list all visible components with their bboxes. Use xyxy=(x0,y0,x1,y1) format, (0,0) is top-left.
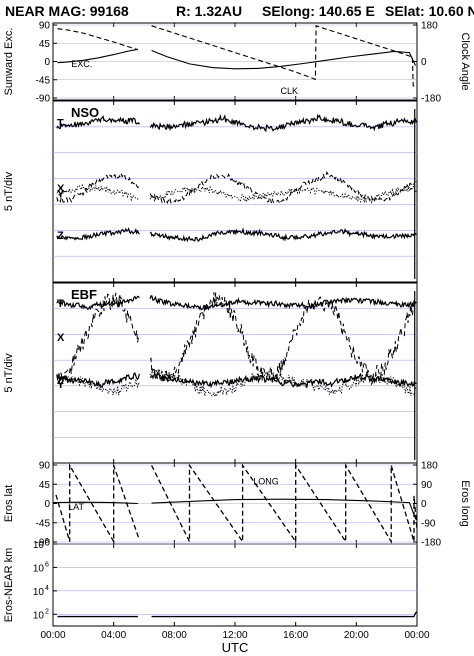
y-axis-label-right: Clock Angle xyxy=(459,32,471,90)
series-lat xyxy=(151,498,418,521)
y-tick-exponent: 2 xyxy=(45,608,49,615)
series-exc xyxy=(151,49,416,70)
y-tick-label: 10 xyxy=(33,563,45,574)
x-tick-label: 08:00 xyxy=(162,630,187,641)
trace-X xyxy=(149,292,417,386)
y-axis-label: Sunward Exc. xyxy=(3,28,15,96)
selat-label: SElat: 10.60 N xyxy=(385,3,474,19)
y-tick-label: 45 xyxy=(39,39,51,50)
y-tick-label: 10 xyxy=(33,587,45,598)
series-exc xyxy=(57,48,139,64)
trace-Y xyxy=(149,185,417,204)
series-long xyxy=(55,462,141,545)
trace-label-X: X xyxy=(57,183,65,195)
trace-T xyxy=(56,295,140,311)
y-tick-label: 45 xyxy=(39,480,51,491)
trace-label-Y: Y xyxy=(57,188,65,200)
y-tick-label: 90 xyxy=(39,21,51,32)
trace-label-X: X xyxy=(57,332,65,344)
y-tick-label: 10 xyxy=(33,540,45,551)
x-tick-label: 20:00 xyxy=(344,630,369,641)
y-tick-label: -90 xyxy=(36,538,51,549)
y-tick-label: 0 xyxy=(44,57,50,68)
series-annotation: CLK xyxy=(281,86,299,96)
series-annotation: EXC. xyxy=(71,59,92,69)
y-tick-label: 90 xyxy=(39,461,51,472)
y-tick-exponent: 8 xyxy=(45,538,49,545)
panel-title: EBF xyxy=(71,287,97,302)
y-tick-label-right: 180 xyxy=(421,461,438,472)
y-axis-label: Eros-NEAR km xyxy=(3,548,15,623)
y-tick-label-right: 0 xyxy=(421,57,427,68)
trace-Z xyxy=(56,227,140,241)
y-tick-label-right: -180 xyxy=(421,94,441,105)
y-tick-label-right: 180 xyxy=(421,21,438,32)
x-tick-label: 00:00 xyxy=(404,630,429,641)
x-axis-label: UTC xyxy=(222,640,249,655)
y-tick-label: -45 xyxy=(36,518,51,529)
series-clk xyxy=(151,25,418,89)
panel-frame-panel2 xyxy=(52,100,418,283)
y-tick-label: -45 xyxy=(36,75,51,86)
series-range xyxy=(151,611,418,618)
trace-Y xyxy=(56,183,140,202)
panel-title: NSO xyxy=(71,105,99,120)
y-tick-label-right: -90 xyxy=(421,518,436,529)
y-tick-exponent: 4 xyxy=(45,585,49,592)
y-tick-label-right: 90 xyxy=(421,480,433,491)
trace-Y xyxy=(56,373,140,396)
y-axis-label: 5 nT/div xyxy=(3,171,15,211)
series-annotation: LAT xyxy=(68,502,84,512)
y-axis-label-right: Eros long xyxy=(459,480,471,526)
y-tick-label: -90 xyxy=(36,94,51,105)
y-tick-label-right: -180 xyxy=(421,538,441,549)
x-tick-label: 04:00 xyxy=(101,630,126,641)
trace-label-Z: Z xyxy=(57,230,64,242)
y-tick-exponent: 6 xyxy=(45,561,49,568)
trace-Z xyxy=(149,372,417,389)
mission-label: NEAR MAG: 99168 xyxy=(5,3,129,19)
y-axis-label: 5 nT/div xyxy=(3,353,15,393)
trace-Z xyxy=(149,227,417,243)
series-annotation: LONG xyxy=(253,476,279,486)
trace-T xyxy=(149,113,417,133)
series-clk xyxy=(57,28,139,51)
trace-label-T: T xyxy=(57,118,64,130)
y-axis-label: Eros lat xyxy=(3,485,15,522)
range-label: R: 1.32AU xyxy=(176,3,243,19)
x-tick-label: 12:00 xyxy=(222,630,247,641)
x-tick-label: 16:00 xyxy=(283,630,308,641)
trace-T xyxy=(149,295,417,311)
y-tick-label: 10 xyxy=(33,610,45,621)
x-tick-label: 00:00 xyxy=(40,630,65,641)
trace-X xyxy=(56,292,140,382)
y-tick-label-right: 0 xyxy=(421,499,427,510)
trace-X xyxy=(56,172,140,204)
plot-header: NEAR MAG: 99168 R: 1.32AU SElong: 140.65… xyxy=(0,3,474,23)
series-long xyxy=(151,463,418,544)
trace-T xyxy=(56,115,140,130)
trace-label-T: T xyxy=(57,298,64,310)
trace-label-Z: Z xyxy=(57,375,64,387)
y-tick-label: 0 xyxy=(44,499,50,510)
series-lat xyxy=(52,501,138,505)
panel-frame-panel5 xyxy=(52,543,418,627)
panel-frame-panel3 xyxy=(52,282,418,464)
selong-label: SElong: 140.65 E xyxy=(262,3,375,19)
trace-label-Y: Y xyxy=(57,379,65,391)
